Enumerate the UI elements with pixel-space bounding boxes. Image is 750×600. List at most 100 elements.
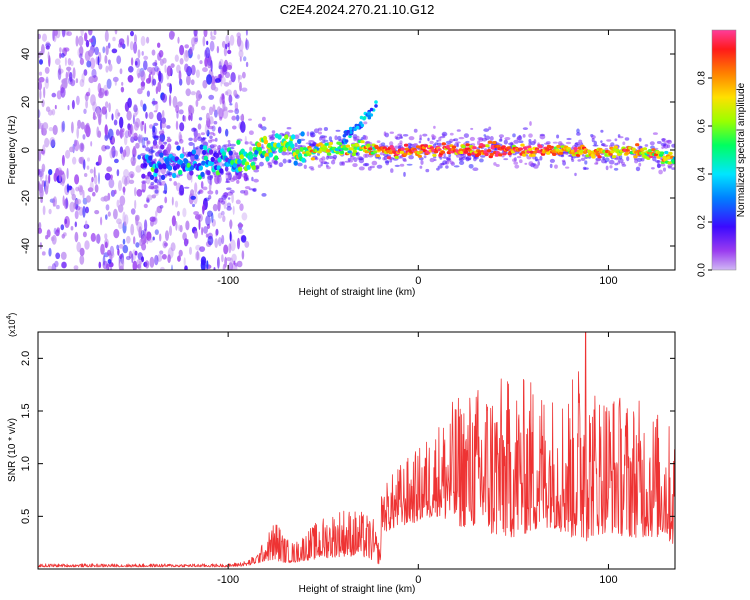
spectrogram-noise-blob: [104, 89, 109, 97]
spectrogram-ridge-halo: [213, 173, 217, 178]
spectrogram-ridge-point: [389, 145, 394, 149]
colorbar-tick-label: 0.8: [697, 71, 708, 85]
spectrogram-noise-blob: [231, 262, 238, 270]
spectrogram-ridge-halo: [437, 165, 443, 169]
spectrogram-noise-blob: [179, 224, 183, 233]
spectrogram-noise-blob: [130, 30, 134, 37]
spectrogram-noise-blob: [195, 90, 202, 102]
spectrogram-ridge-halo: [614, 162, 619, 166]
spectrogram-ridge-halo: [442, 156, 449, 159]
spectrogram-ridge-halo: [459, 160, 465, 165]
spectrogram-ridge-halo: [334, 135, 338, 141]
spectrogram-ridge-halo: [317, 164, 322, 168]
spectrogram-ridge-halo: [215, 189, 219, 195]
spectrogram-ridge-halo: [158, 130, 165, 135]
spectrogram-ridge-halo: [303, 164, 307, 169]
spectrogram-ridge-halo: [522, 127, 529, 130]
spectrogram-noise-blob: [194, 251, 201, 261]
spectrogram-noise-blob: [206, 40, 209, 46]
spectrogram-noise-blob: [179, 44, 185, 56]
spectrogram-ridge-halo: [349, 155, 355, 161]
colorbar-ticks: 0.0 0.2 0.4 0.6 0.8: [697, 71, 712, 277]
spectrogram-ridge-halo: [656, 163, 661, 169]
spectrogram-noise-blob: [206, 56, 212, 69]
spectrogram-ridge-point: [147, 171, 152, 177]
spectrogram-ridge-halo: [326, 166, 331, 170]
spectrogram-ridge-point: [366, 143, 371, 147]
spectrogram-noise-blob: [210, 31, 213, 37]
snr-y-tick-label: 1.5: [20, 403, 32, 418]
snr-x-ticks: -100 0 100: [217, 332, 618, 586]
spectrogram-ridge-halo: [207, 125, 214, 130]
spectrogram-noise-blob: [211, 212, 214, 223]
spectrogram-y-ticks: -40 -20 0 20 40: [20, 48, 675, 254]
spectrogram-noise-blob: [89, 168, 94, 174]
snr-y-tick-label: 0.5: [20, 509, 32, 524]
spectrogram-noise-blob: [158, 70, 162, 82]
spectrogram-noise-blob: [161, 110, 165, 119]
spectrogram-noise-blob: [221, 40, 226, 48]
spectrogram-noise-blob: [119, 254, 123, 260]
spectrogram-noise-blob: [74, 221, 78, 228]
spectrogram-ridge-point: [579, 149, 584, 153]
spectrogram-noise-blob: [227, 49, 232, 55]
spectrogram-ridge-point: [653, 153, 659, 157]
spectrogram-ridge-halo: [663, 167, 666, 172]
spectrogram-noise-blob: [92, 191, 96, 197]
spectrogram-ridge-halo: [577, 159, 582, 162]
spectrogram-ridge-halo: [225, 172, 231, 176]
spectrogram-noise-blob: [184, 265, 188, 270]
spectrogram-noise-blob: [166, 138, 172, 143]
spectrogram-noise-blob: [43, 86, 46, 99]
spectrogram-ridge-halo: [252, 188, 256, 192]
spectrogram-ridge-halo: [600, 129, 604, 133]
spectrogram-noise-blob: [48, 174, 51, 184]
spectrogram-noise-blob: [206, 260, 209, 270]
spectrogram-noise-blob: [64, 218, 68, 225]
spectrogram-ridge-halo: [184, 186, 190, 189]
spectrogram-noise-blob: [122, 186, 126, 193]
spectrogram-ridge-point: [461, 145, 466, 149]
spectrogram-ridge-point: [162, 164, 167, 170]
spectrogram-ridge-halo: [390, 168, 394, 173]
spectrogram-ridge-halo: [146, 199, 150, 203]
spectrogram-noise-blob: [217, 212, 223, 219]
spectrogram-noise-blob: [134, 199, 137, 210]
spectrogram-ridge-point: [459, 150, 464, 155]
spectrogram-noise-blob: [146, 90, 150, 97]
spectrogram-noise-blob: [94, 210, 100, 215]
spectrogram-noise-blob: [108, 178, 115, 189]
snr-y-tick-label: 2.0: [20, 351, 32, 366]
spectrogram-noise-blob: [98, 63, 103, 70]
spectrogram-noise-blob: [217, 126, 222, 134]
spectrogram-noise-blob: [196, 250, 200, 261]
spectrogram-ridge-point: [268, 152, 274, 158]
spectrogram-ridge-halo: [667, 163, 673, 168]
spectrogram-ridge-halo: [229, 143, 236, 147]
spectrogram-noise-blob: [112, 36, 116, 42]
spectrogram-noise-blob: [86, 60, 92, 68]
spectrogram-noise-blob: [130, 136, 135, 143]
spectrogram-ridge-halo: [565, 166, 570, 169]
spectrogram-ridge-halo: [245, 177, 250, 181]
spectrogram-ridge-point: [360, 140, 365, 144]
spectrogram-noise-blob: [141, 121, 145, 125]
spectrogram-noise-blob: [45, 41, 50, 47]
spectrogram-noise-blob: [98, 261, 102, 269]
spectrogram-noise-blob: [149, 256, 155, 268]
spectrogram-noise-blob: [217, 237, 222, 247]
spectrogram-ridge-halo: [429, 140, 434, 145]
spectrogram-noise-blob: [161, 253, 167, 260]
spectrogram-ridge-halo: [613, 167, 619, 171]
spectrogram-ridge-halo: [446, 158, 449, 160]
spectrogram-noise-blob: [137, 88, 143, 95]
spectrogram-ridge-halo: [403, 171, 406, 177]
spectrogram-ridge-halo: [617, 136, 624, 139]
spectrogram-noise-blob: [216, 106, 222, 115]
spectrogram-ridge-point: [186, 162, 191, 168]
spectrogram-noise-blob: [213, 30, 217, 36]
spectrogram-ridge-halo: [488, 126, 492, 131]
spectrogram-ridge-halo: [640, 157, 645, 162]
snr-multiplier-close: ): [7, 313, 17, 316]
snr-x-tick-label: 100: [599, 574, 617, 586]
